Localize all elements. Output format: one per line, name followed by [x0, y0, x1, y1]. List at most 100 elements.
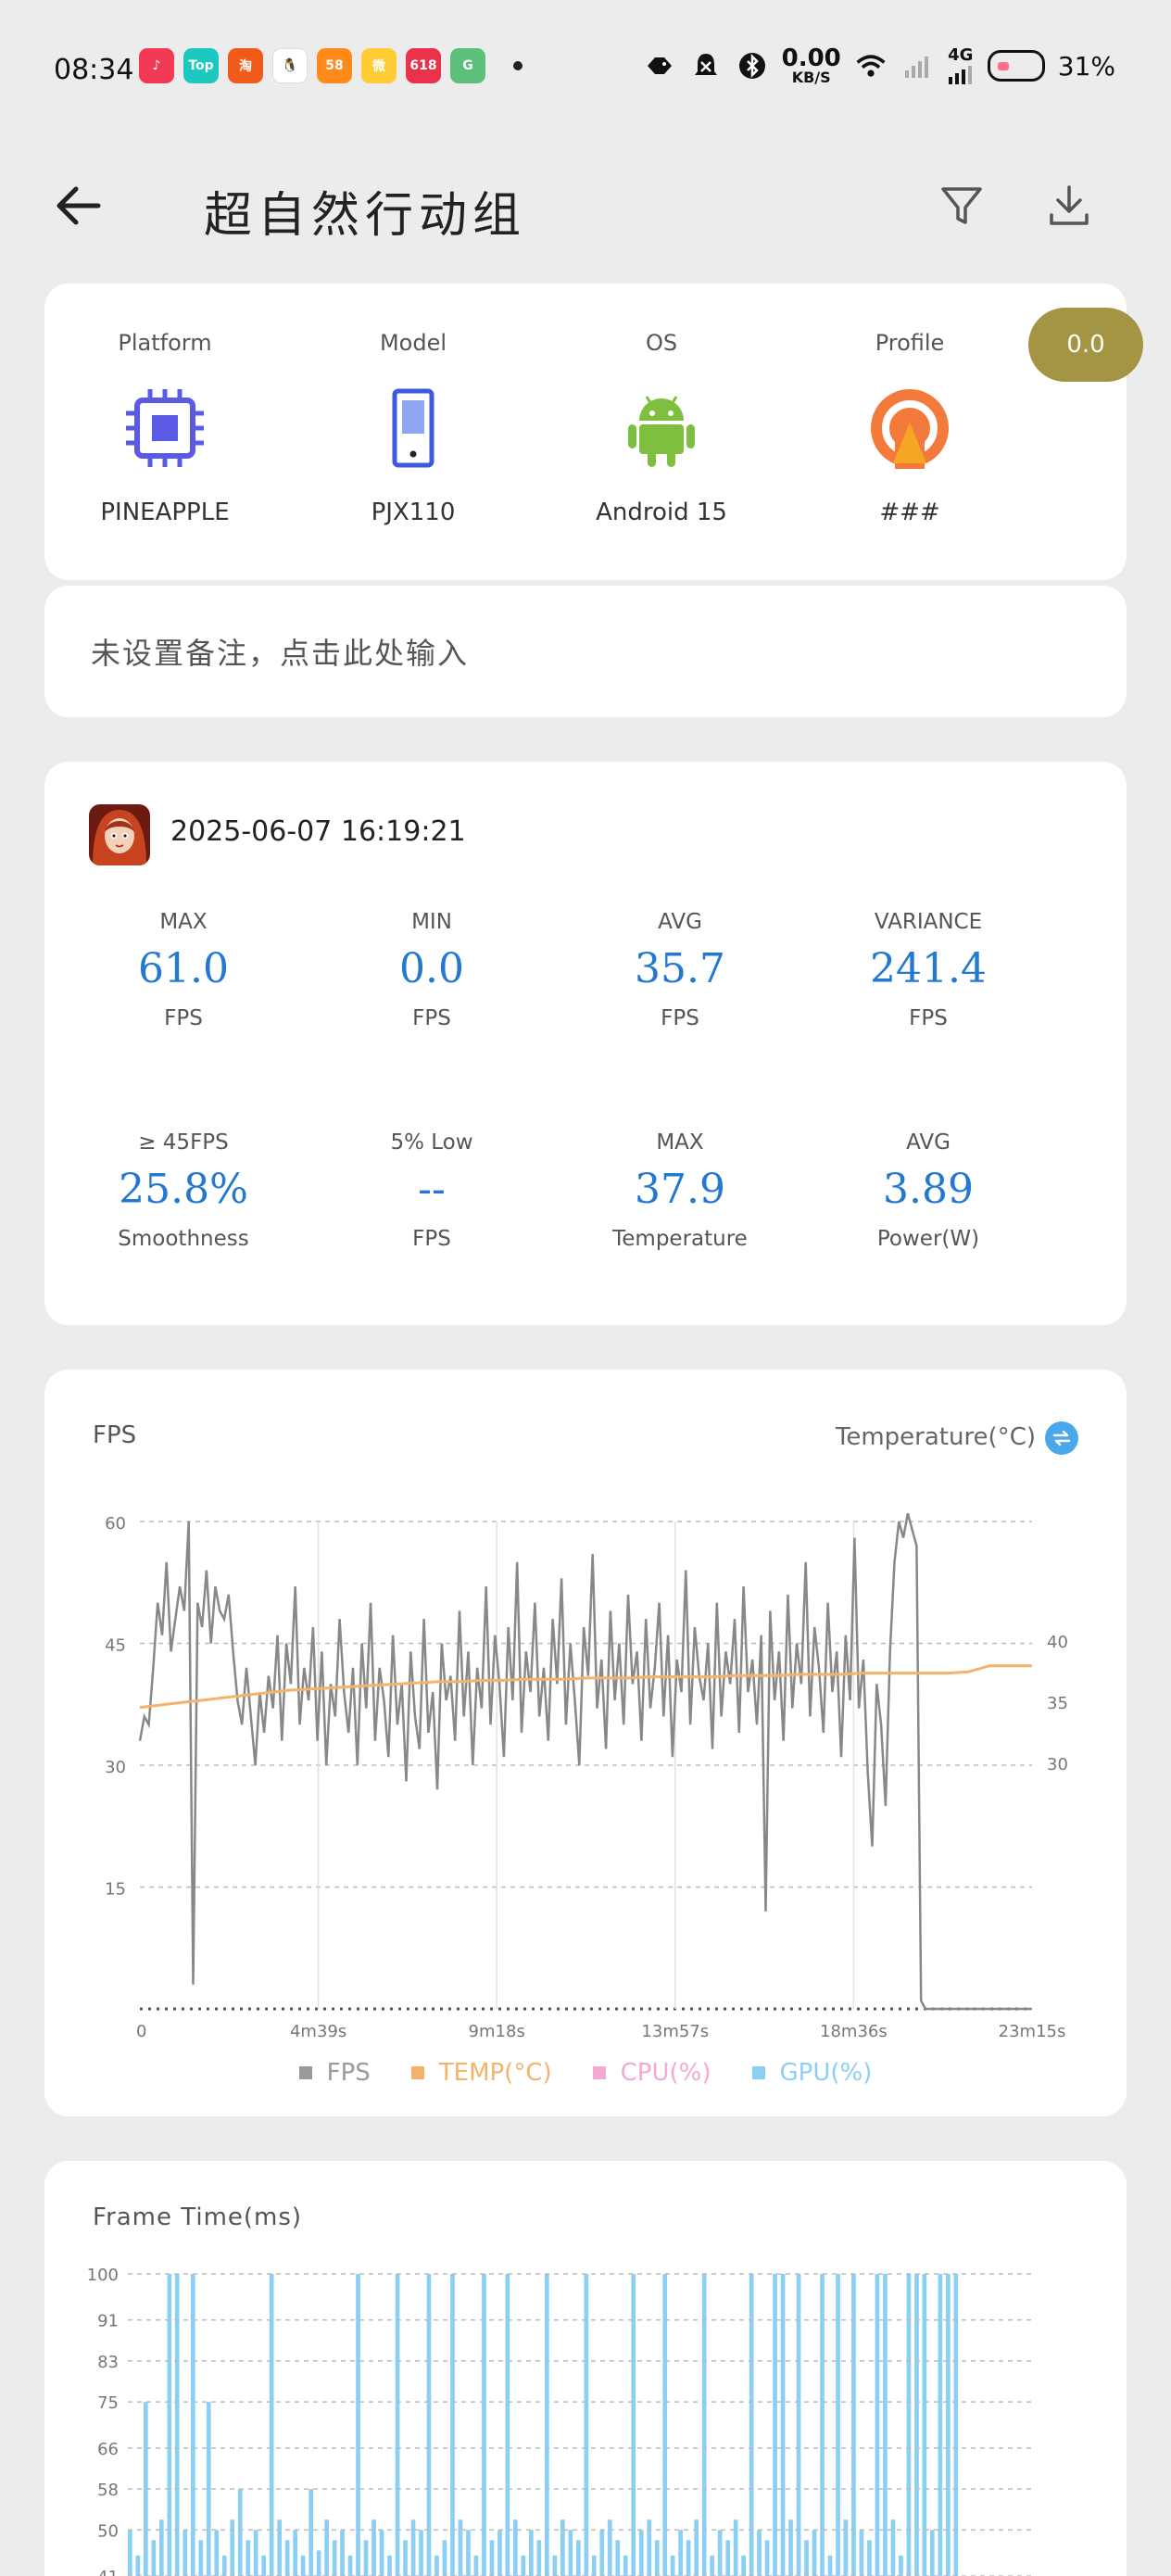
frame-time-bar [144, 2402, 148, 2576]
stat-label: MIN [411, 910, 452, 934]
profile-score-pill[interactable]: 0.0 [1028, 308, 1143, 382]
frame-time-bar [741, 2555, 746, 2576]
stat-unit: Power(W) [876, 1227, 980, 1251]
legend-item[interactable]: GPU(%) [751, 2059, 872, 2087]
swap-axis-button[interactable] [1045, 1421, 1078, 1455]
frame-time-bar [662, 2274, 668, 2576]
frame-time-bar [174, 2274, 180, 2576]
frame-time-bar [395, 2274, 400, 2576]
weibo-app-icon: 微 [361, 48, 397, 83]
618-app-icon: 618 [406, 48, 441, 83]
frame-time-bar [883, 2274, 888, 2576]
fps-x-tick: 9m18s [469, 2022, 525, 2041]
frame-time-bar [749, 2274, 754, 2576]
legend-item[interactable]: CPU(%) [592, 2059, 711, 2087]
frame-time-bar [725, 2540, 730, 2576]
fps-y-tick: 30 [105, 1758, 126, 1777]
legend-item[interactable]: FPS [298, 2059, 371, 2087]
frame-time-bar [489, 2540, 495, 2576]
download-button[interactable] [1043, 180, 1095, 232]
model-value: PJX110 [371, 499, 456, 526]
frame-time-bar [631, 2274, 636, 2576]
legend-swatch [410, 2066, 424, 2079]
stat-unit: Temperature [612, 1227, 748, 1251]
frame-time-bar [183, 2530, 188, 2576]
frame-time-bar [466, 2530, 471, 2576]
temperature-axis-title: Temperature(°C) [835, 1423, 1036, 1451]
frame-time-bar [623, 2555, 628, 2576]
frame-time-bar [536, 2540, 542, 2576]
filter-button[interactable] [936, 180, 988, 232]
frame-time-bar [410, 2519, 416, 2576]
qq-app-icon: 🐧 [272, 48, 308, 83]
frame-time-bar [151, 2540, 157, 2576]
fps-x-tick: 13m57s [641, 2022, 709, 2041]
stat-label: ≥ 45FPS [138, 1130, 229, 1155]
remark-card[interactable]: 未设置备注，点击此处输入 [44, 586, 1127, 717]
frame-time-bar [128, 2530, 132, 2576]
legend-item[interactable]: TEMP(°C) [410, 2059, 552, 2087]
stat-value: 37.9 [635, 1166, 725, 1213]
frame-time-bar [906, 2274, 912, 2576]
bluetooth-icon [736, 49, 769, 82]
frame-time-bar [363, 2540, 369, 2576]
legend-swatch [592, 2066, 606, 2079]
remark-placeholder[interactable]: 未设置备注，点击此处输入 [91, 636, 470, 671]
frame-time-bar [332, 2540, 337, 2576]
stat-unit: Smoothness [118, 1227, 249, 1251]
frame-time-bar [867, 2540, 872, 2576]
frame-time-bar [757, 2530, 762, 2576]
session-datetime: 2025-06-07 16:19:21 [170, 815, 466, 848]
stat-unit: FPS [661, 1006, 699, 1030]
frame-time-bar [497, 2530, 502, 2576]
frame-time-bar [316, 2550, 321, 2576]
stat-stats_row2-0: ≥ 45FPS 25.8% Smoothness [63, 1130, 304, 1251]
frame-time-bar [827, 2555, 833, 2576]
stat-unit: FPS [164, 1006, 203, 1030]
frame-time-bar [379, 2530, 384, 2576]
status-indicators: 0.00 KB/S 4G 31% [643, 46, 1115, 85]
58-app-icon: 58 [317, 48, 352, 83]
page-title: 超自然行动组 [204, 188, 527, 244]
stat-value: 61.0 [138, 945, 229, 992]
fps-series-line [138, 1512, 1032, 2011]
stat-stats_row2-2: MAX 37.9 Temperature [560, 1130, 800, 1251]
frame-time-bar [308, 2489, 313, 2576]
frame-time-bar [198, 2540, 204, 2576]
frame-time-bar [946, 2274, 951, 2576]
frame-time-bar [206, 2402, 211, 2576]
ft-y-tick: 91 [97, 2312, 119, 2331]
top-app-icon: Top [183, 48, 219, 83]
frame-time-bar [387, 2555, 392, 2576]
stat-value: 241.4 [870, 945, 987, 992]
frame-time-bar [434, 2555, 439, 2576]
profile-value: ### [879, 499, 940, 526]
frame-time-bar [836, 2274, 840, 2576]
frame-time-bar [914, 2274, 919, 2576]
temp-y-tick: 40 [1047, 1633, 1068, 1652]
fps-x-tick: 4m39s [290, 2022, 346, 2041]
frame-time-bar [135, 2555, 141, 2576]
frame-time-bar [780, 2274, 786, 2576]
frame-time-bar [419, 2530, 423, 2576]
frame-time-bar [890, 2519, 896, 2576]
stat-label: MAX [159, 910, 208, 934]
frame-time-chart: 100 91 83 75 66 58 50 41 [87, 2266, 1032, 2576]
ft-y-tick: 100 [87, 2266, 119, 2285]
ft-y-tick: 83 [97, 2353, 119, 2372]
frame-time-bar [552, 2555, 558, 2576]
stat-value: 25.8% [119, 1166, 248, 1213]
stat-label: 5% Low [390, 1130, 473, 1155]
profile-label: Profile [875, 330, 945, 356]
frame-time-bar [458, 2519, 463, 2576]
frame-time-bar [930, 2530, 935, 2576]
stat-value: 0.0 [399, 945, 464, 992]
frame-time-bar [670, 2555, 675, 2576]
back-button[interactable] [52, 180, 104, 232]
frame-time-bar [694, 2519, 699, 2576]
frame-time-bar [804, 2540, 809, 2576]
session-stats-card: 2025-06-07 16:19:21 MAX 61.0 FPS MIN 0.0 FPS A… [44, 762, 1127, 1325]
frame-time-bar [521, 2555, 526, 2576]
stat-stats_row2-1: 5% Low -- FPS [311, 1130, 552, 1251]
phone-icon [372, 387, 454, 469]
